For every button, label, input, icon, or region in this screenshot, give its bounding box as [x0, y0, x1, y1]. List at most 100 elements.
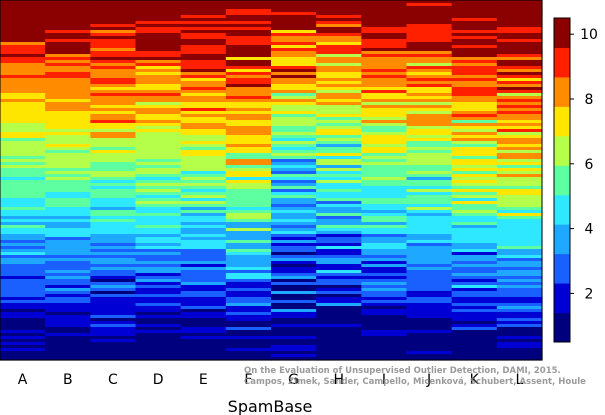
- heatmap-cell: [0, 54, 46, 58]
- heatmap-cell: [225, 132, 272, 136]
- heatmap-cell: [451, 18, 498, 22]
- column-label-k: K: [470, 372, 480, 388]
- heatmap-cell: [316, 3, 362, 7]
- heatmap-cell: [0, 219, 46, 223]
- heatmap-cell: [225, 3, 272, 7]
- heatmap-cell: [496, 105, 543, 109]
- heatmap-cell: [225, 126, 272, 130]
- heatmap-cell: [225, 183, 272, 187]
- heatmap-cell: [406, 84, 453, 88]
- heatmap-cell: [271, 315, 317, 319]
- heatmap-cell: [361, 141, 408, 145]
- heatmap-cell: [496, 183, 543, 187]
- heatmap-cell: [0, 42, 46, 46]
- heatmap-cell: [406, 204, 453, 208]
- heatmap-cell: [0, 348, 46, 352]
- heatmap-cell: [45, 9, 91, 13]
- heatmap-cell: [0, 153, 46, 157]
- heatmap-cell: [451, 231, 498, 235]
- heatmap-cell: [271, 225, 317, 229]
- heatmap-cell: [406, 261, 453, 265]
- heatmap-cell: [271, 108, 317, 112]
- heatmap-cell: [45, 117, 91, 121]
- heatmap-cell: [451, 57, 498, 61]
- heatmap-cell: [45, 342, 91, 346]
- heatmap-cell: [180, 30, 227, 34]
- heatmap-cell: [90, 309, 137, 313]
- heatmap-cell: [45, 66, 91, 70]
- heatmap-cell: [0, 330, 46, 334]
- heatmap-cell: [225, 357, 272, 361]
- heatmap-cell: [271, 351, 317, 355]
- heatmap-cell: [225, 306, 272, 310]
- heatmap-cell: [451, 204, 498, 208]
- heatmap-cell: [271, 57, 317, 61]
- heatmap-cell: [135, 213, 182, 217]
- heatmap-cell: [45, 15, 91, 19]
- heatmap-cell: [90, 246, 137, 250]
- heatmap-cell: [0, 129, 46, 133]
- heatmap-cell: [180, 105, 227, 109]
- heatmap-cell: [406, 78, 453, 82]
- heatmap-cell: [225, 0, 272, 4]
- heatmap-cell: [361, 12, 408, 16]
- heatmap-cell: [316, 243, 362, 247]
- heatmap-cell: [361, 15, 408, 19]
- heatmap-cell: [180, 12, 227, 16]
- heatmap-cell: [180, 342, 227, 346]
- heatmap-cell: [361, 342, 408, 346]
- heatmap-cell: [0, 51, 46, 55]
- heatmap-cell: [0, 282, 46, 286]
- heatmap-cell: [316, 213, 362, 217]
- heatmap-cell: [225, 6, 272, 10]
- heatmap-cell: [451, 282, 498, 286]
- heatmap-cell: [135, 153, 182, 157]
- heatmap-cell: [406, 291, 453, 295]
- heatmap-cell: [496, 135, 543, 139]
- heatmap-cell: [180, 264, 227, 268]
- heatmap-cell: [316, 69, 362, 73]
- heatmap-cell: [0, 345, 46, 349]
- heatmap-cell: [496, 318, 543, 322]
- heatmap-cell: [361, 258, 408, 262]
- heatmap-cell: [271, 72, 317, 76]
- heatmap-cell: [0, 60, 46, 64]
- heatmap-cell: [180, 3, 227, 7]
- heatmap-cell: [271, 30, 317, 34]
- heatmap-cell: [135, 81, 182, 85]
- heatmap-cell: [496, 153, 543, 157]
- heatmap-cell: [406, 90, 453, 94]
- column-label-e: E: [199, 372, 208, 388]
- heatmap-cell: [225, 42, 272, 46]
- heatmap-cell: [496, 3, 543, 7]
- heatmap-cell: [406, 342, 453, 346]
- heatmap-cell: [496, 45, 543, 49]
- heatmap-cell: [316, 120, 362, 124]
- heatmap-cell: [180, 219, 227, 223]
- heatmap-cell: [406, 327, 453, 331]
- heatmap-cell: [180, 135, 227, 139]
- heatmap-cell: [45, 105, 91, 109]
- heatmap-cell: [316, 339, 362, 343]
- heatmap-cell: [316, 168, 362, 172]
- heatmap-cell: [0, 321, 46, 325]
- heatmap-cell: [316, 129, 362, 133]
- heatmap-cell: [406, 18, 453, 22]
- heatmap-cell: [361, 210, 408, 214]
- heatmap-cell: [361, 30, 408, 34]
- heatmap-cell: [225, 336, 272, 340]
- heatmap-cell: [271, 288, 317, 292]
- heatmap-cell: [0, 207, 46, 211]
- heatmap-cell: [45, 333, 91, 337]
- heatmap-cell: [451, 72, 498, 76]
- heatmap-cell: [406, 72, 453, 76]
- heatmap-cell: [271, 207, 317, 211]
- heatmap-cell: [45, 96, 91, 100]
- heatmap-cell: [271, 114, 317, 118]
- heatmap-cell: [451, 33, 498, 37]
- heatmap-cell: [135, 318, 182, 322]
- heatmap-cell: [90, 234, 137, 238]
- heatmap-cell: [451, 219, 498, 223]
- heatmap-cell: [271, 9, 317, 13]
- heatmap-cell: [406, 15, 453, 19]
